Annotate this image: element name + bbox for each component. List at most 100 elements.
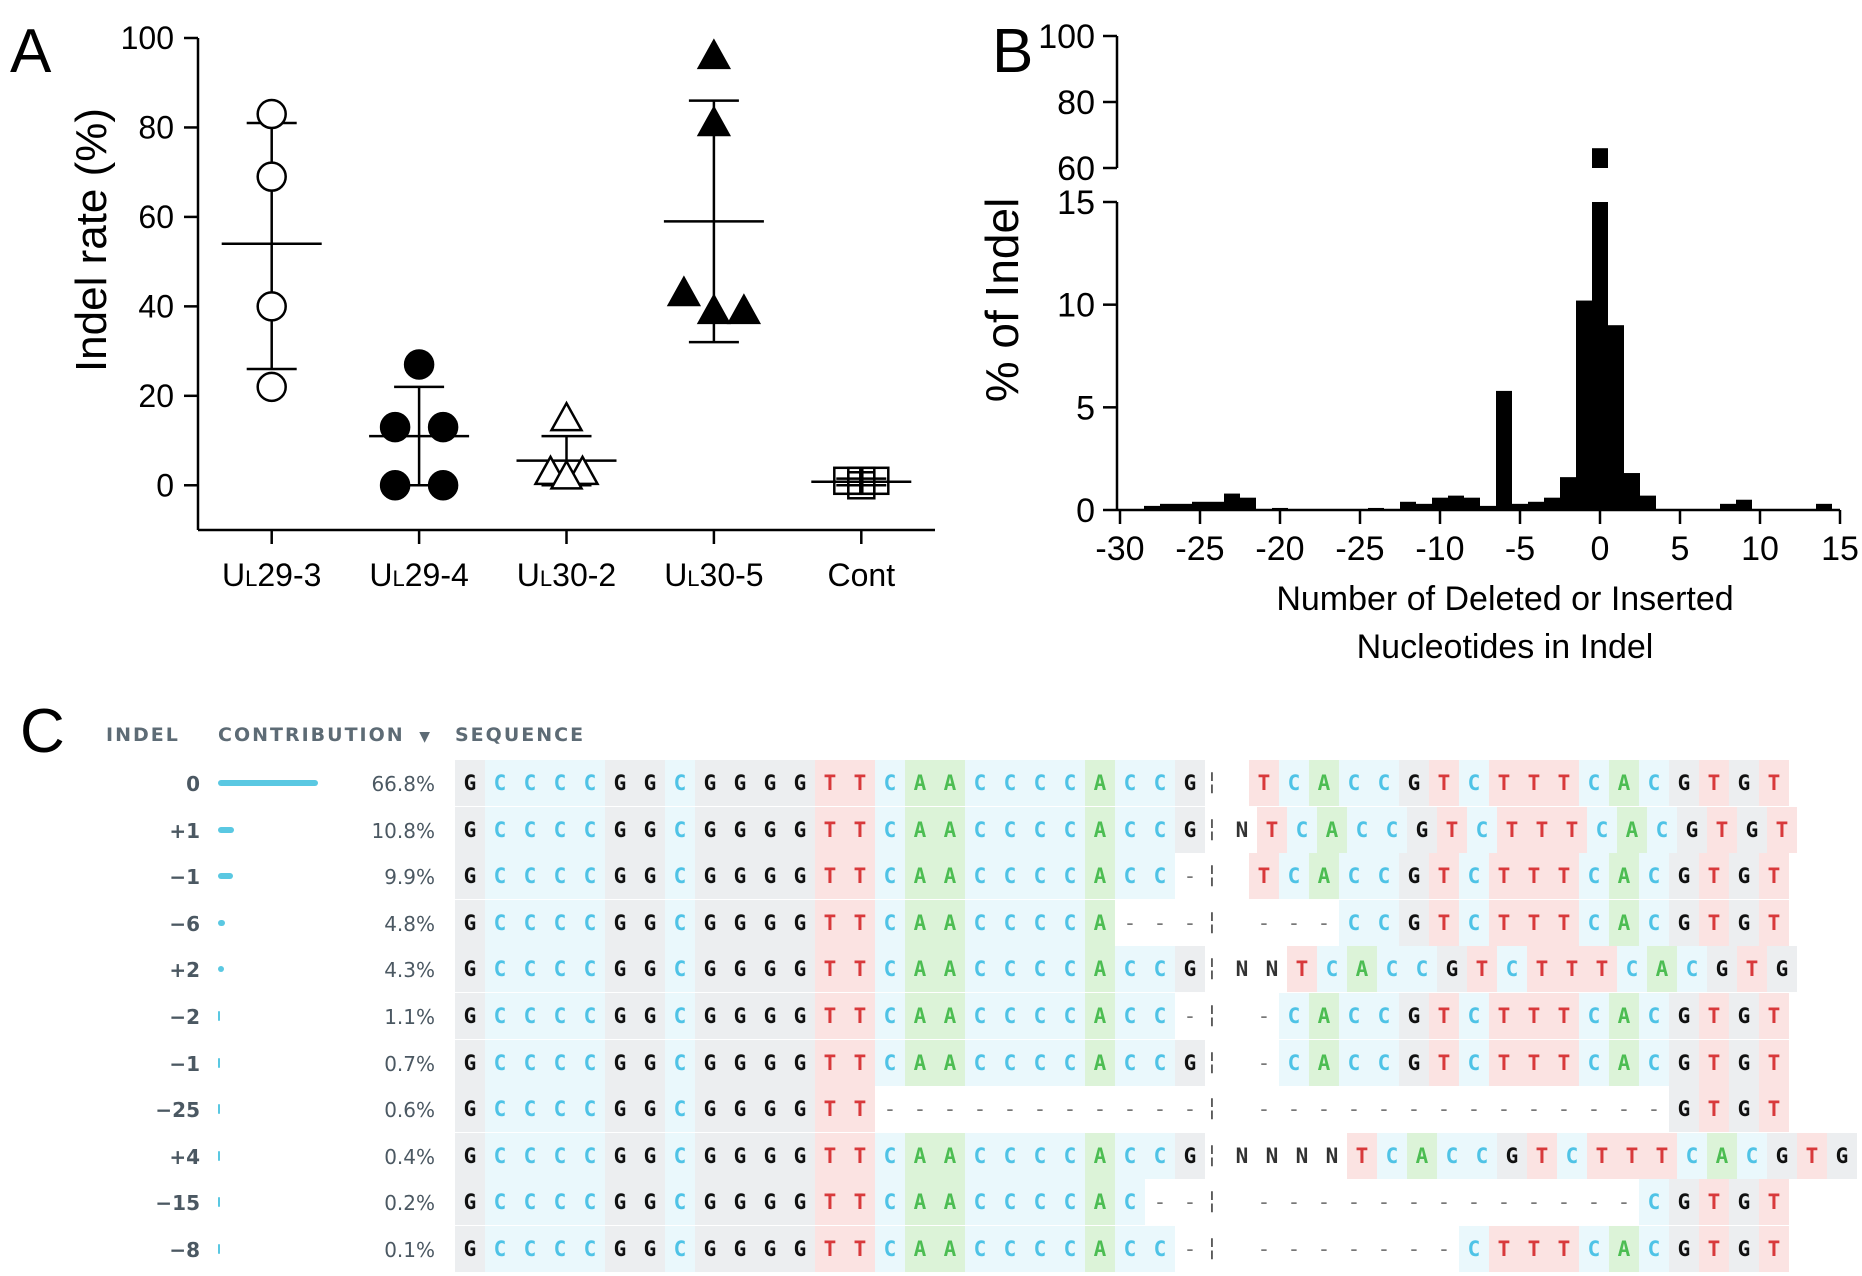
sequence-base: C [1467, 1132, 1497, 1179]
b-bar [1432, 497, 1448, 510]
sequence-base: - [1175, 1086, 1205, 1133]
sequence-header: SEQUENCE [455, 724, 586, 746]
sequence-base: T [1759, 899, 1789, 946]
sequence-base: G [695, 899, 725, 946]
sort-down-icon[interactable]: ▼ [419, 729, 433, 745]
indel-row[interactable]: −8 0.1% G C C C C G G C G G G G T T C A A C C C C A C C - ╎ - - - - - - - C… [0, 1226, 1862, 1272]
sequence-base: T [845, 760, 875, 806]
sequence-base: G [725, 1132, 755, 1179]
sequence-base: A [1085, 853, 1115, 900]
indel-value: −1 [169, 865, 200, 890]
contribution-bar [218, 966, 225, 973]
sequence-base: G [695, 760, 725, 806]
sequence-base: T [1489, 899, 1519, 946]
b-ytick-label: 10 [1057, 287, 1095, 325]
sequence-base: C [545, 1179, 575, 1226]
sequence-base: C [665, 946, 695, 993]
sequence-base: G [455, 760, 485, 806]
sequence-base: C [1055, 853, 1085, 900]
sequence-base: G [605, 1132, 635, 1179]
sequence-base: N [1227, 946, 1257, 993]
indel-value: −1 [169, 1051, 200, 1076]
sequence-base: T [1707, 806, 1737, 853]
sequence: G C C C C G G C G G G G T T C A A C C C C A C C - ╎ - - - - - - - C T T T C A C… [455, 1226, 1789, 1272]
sequence-base: C [515, 760, 545, 806]
sequence-base: T [845, 1086, 875, 1133]
sequence-base: G [785, 946, 815, 993]
sequence-base: G [1399, 899, 1429, 946]
sequence-base: - [1175, 993, 1205, 1039]
sequence-base: - [1279, 1226, 1309, 1272]
sequence-base: A [1707, 1132, 1737, 1179]
contribution-header[interactable]: CONTRIBUTION ▼ [218, 724, 432, 746]
sequence-base: C [965, 899, 995, 946]
cut-site-marker: ╎ [1205, 853, 1219, 900]
sequence-base: A [1085, 1039, 1115, 1086]
sequence-base: - [1369, 1086, 1399, 1133]
b-xtick-label: 0 [1591, 530, 1610, 568]
sequence-base: G [695, 1226, 725, 1272]
sequence-base: G [755, 853, 785, 900]
sequence-base: C [575, 1132, 605, 1179]
b-bar [1560, 477, 1576, 510]
sequence-base: C [1279, 993, 1309, 1039]
sequence-base: T [1257, 806, 1287, 853]
sequence-base: G [455, 1132, 485, 1179]
sequence-base: C [1055, 993, 1085, 1039]
indel-row[interactable]: −25 0.6% G C C C C G G C G G G G T T - - - - - - - - - - - ╎ - - - - - - -… [0, 1086, 1862, 1133]
sequence-base: G [755, 1086, 785, 1133]
indel-row[interactable]: 0 66.8% G C C C C G G C G G G G T T C A A C C C C A C C G ╎ T C A C C G T C… [0, 760, 1862, 806]
indel-row[interactable]: −1 9.9% G C C C C G G C G G G G T T C A A C C C C A C C - ╎ T C A C C G T C… [0, 853, 1862, 900]
a-ytick-label: 0 [156, 467, 174, 503]
indel-row[interactable]: −2 1.1% G C C C C G G C G G G G T T C A A C C C C A C C - ╎ - C A C C G T C… [0, 993, 1862, 1039]
sequence-base: T [1489, 1039, 1519, 1086]
indel-row[interactable]: +4 0.4% G C C C C G G C G G G G T T C A A C C C C A C C G ╎ N N N N T C A C… [0, 1132, 1862, 1179]
sequence-base: C [515, 853, 545, 900]
sequence-base: C [545, 806, 575, 853]
sequence-base: G [1729, 853, 1759, 900]
indel-row[interactable]: +2 4.3% G C C C C G G C G G G G T T C A A C C C C A C C G ╎ N N T C A C C G… [0, 946, 1862, 993]
sequence-base: C [1115, 1179, 1145, 1226]
sequence-base: T [1519, 993, 1549, 1039]
sequence-base: G [725, 806, 755, 853]
sequence-base: - [1489, 1179, 1519, 1226]
sequence-base: G [1175, 760, 1205, 806]
sequence-base: C [545, 1132, 575, 1179]
sequence-base: T [815, 946, 845, 993]
sequence-base: - [1399, 1179, 1429, 1226]
sequence-base: C [485, 760, 515, 806]
sequence-base: G [455, 1179, 485, 1226]
sequence-base: G [695, 806, 725, 853]
sequence-base: A [905, 899, 935, 946]
indel-row[interactable]: −15 0.2% G C C C C G G C G G G G T T C A A C C C C A C - - ╎ - - - - - - -… [0, 1179, 1862, 1226]
sequence-base: G [635, 806, 665, 853]
sequence-base: G [695, 1086, 725, 1133]
sequence-base: G [785, 1179, 815, 1226]
sequence-base: C [1339, 993, 1369, 1039]
sequence-base: - [905, 1086, 935, 1133]
sequence-base: G [635, 1226, 665, 1272]
sequence-base: G [785, 1039, 815, 1086]
sequence-base: C [485, 993, 515, 1039]
sequence-base: C [875, 946, 905, 993]
sequence-base: T [1699, 1039, 1729, 1086]
sequence-base: A [1309, 853, 1339, 900]
sequence-base: C [1579, 760, 1609, 806]
indel-row[interactable]: −1 0.7% G C C C C G G C G G G G T T C A A C C C C A C C G ╎ - C A C C G T C… [0, 1039, 1862, 1086]
sequence-base: - [1279, 1086, 1309, 1133]
sequence-base: C [965, 1039, 995, 1086]
sequence-base: A [1085, 806, 1115, 853]
sequence-base: G [695, 1179, 725, 1226]
b-bar [1720, 503, 1736, 510]
indel-row[interactable]: −6 4.8% G C C C C G G C G G G G T T C A A C C C C A - - - ╎ - - - C C G T C… [0, 899, 1862, 946]
indel-row[interactable]: +1 10.8% G C C C C G G C G G G G T T C A A C C C C A C C G ╎ N T C A C C G… [0, 806, 1862, 853]
cut-site-marker: ╎ [1205, 993, 1219, 1039]
sequence-base: T [1699, 853, 1729, 900]
sequence-base: C [1579, 1039, 1609, 1086]
b-bar [1160, 503, 1176, 510]
sequence-base: T [815, 899, 845, 946]
sequence-base: C [995, 946, 1025, 993]
sequence-base: - [1399, 1226, 1429, 1272]
sequence-base: A [905, 1132, 935, 1179]
sequence-base: - [1639, 1086, 1669, 1133]
